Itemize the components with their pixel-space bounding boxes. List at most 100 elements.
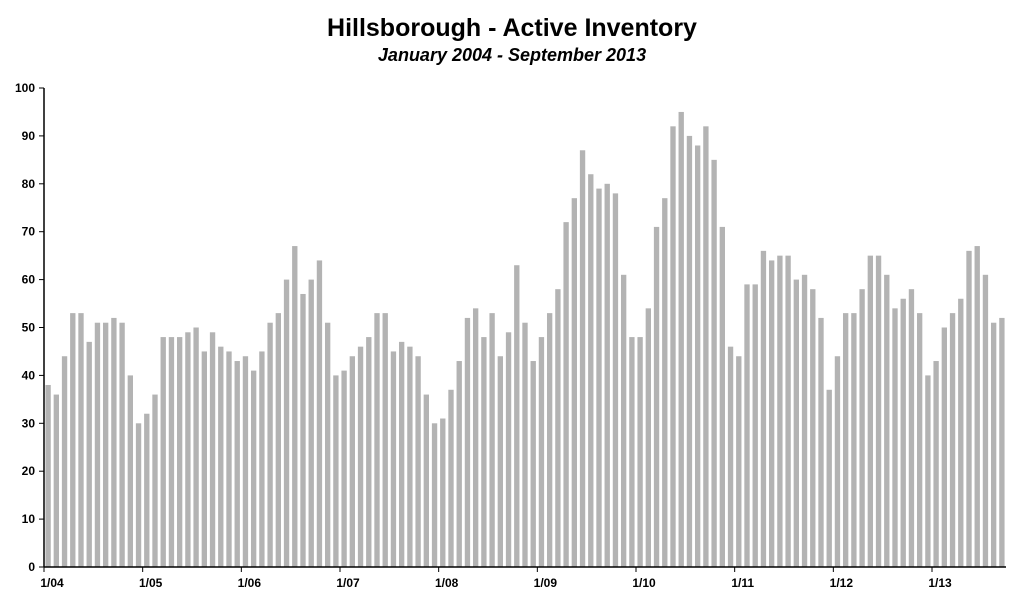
bar: [974, 246, 980, 567]
bar: [398, 341, 405, 567]
bar: [366, 337, 372, 567]
x-tick-label: 1/09: [534, 576, 558, 590]
bar: [497, 356, 503, 567]
bar: [119, 322, 125, 567]
bar: [719, 226, 725, 567]
bar: [867, 255, 873, 567]
bar: [127, 375, 133, 567]
bar: [875, 255, 882, 567]
bar: [489, 313, 495, 567]
bar: [892, 308, 898, 567]
bar: [324, 322, 331, 567]
y-tick-label: 10: [22, 512, 36, 526]
bar: [448, 389, 454, 567]
bar: [316, 260, 323, 567]
y-tick-labels: 0 10 20 30 40 50 60 70 80 90 100: [15, 81, 35, 574]
bar: [637, 337, 643, 567]
x-tick-label: 1/07: [336, 576, 360, 590]
bar: [209, 332, 216, 567]
y-tick-label: 100: [15, 81, 35, 95]
x-tick-label: 1/10: [632, 576, 656, 590]
bar: [102, 322, 109, 567]
bar: [250, 370, 257, 567]
bar: [736, 356, 742, 567]
bar: [94, 322, 101, 567]
x-tick-label: 1/12: [830, 576, 854, 590]
x-tick-label: 1/06: [238, 576, 262, 590]
y-tick-label: 50: [22, 321, 36, 335]
bar: [999, 317, 1005, 567]
bar: [135, 423, 142, 567]
bar: [990, 322, 997, 567]
bar: [505, 332, 512, 567]
bar: [538, 337, 545, 567]
bar: [472, 308, 479, 567]
bar: [982, 274, 989, 567]
bar: [201, 351, 207, 567]
bar: [481, 337, 487, 567]
bar: [168, 337, 175, 567]
bar: [563, 222, 569, 567]
bar: [176, 337, 183, 567]
bar: [662, 198, 668, 568]
bar: [152, 394, 158, 567]
bar: [423, 394, 429, 567]
bar: [752, 284, 758, 567]
x-tick-label: 1/11: [731, 576, 754, 590]
y-tick-label: 20: [22, 464, 36, 478]
y-tick-label: 70: [22, 225, 36, 239]
bar: [966, 250, 972, 568]
bar: [86, 341, 92, 567]
bar: [958, 298, 964, 567]
bar: [234, 361, 240, 567]
y-tick-label: 40: [22, 368, 36, 382]
bar: [431, 423, 438, 567]
chart-title: Hillsborough - Active Inventory: [327, 14, 697, 42]
bar: [612, 193, 619, 567]
bar: [308, 279, 314, 567]
bar: [834, 356, 841, 567]
bar: [218, 346, 224, 567]
bar: [185, 332, 191, 567]
bar: [933, 361, 939, 567]
bar: [530, 361, 536, 567]
y-tick-label: 80: [22, 177, 36, 191]
bar: [349, 356, 355, 567]
bar: [226, 351, 232, 567]
bar: [333, 375, 339, 567]
bar: [826, 389, 832, 567]
bar: [292, 246, 298, 567]
bar: [415, 356, 421, 567]
bar: [514, 265, 520, 567]
bar: [382, 313, 388, 567]
bar: [777, 255, 783, 567]
bar: [341, 370, 347, 567]
bar: [810, 289, 816, 567]
bar: [916, 313, 923, 567]
bar: [144, 413, 150, 567]
x-tick-label: 1/08: [435, 576, 459, 590]
bar: [160, 337, 166, 567]
bar: [727, 346, 734, 567]
bar: [571, 198, 577, 568]
bar: [78, 313, 84, 567]
bar: [275, 313, 281, 567]
y-tick-label: 30: [22, 416, 36, 430]
bar: [711, 159, 717, 567]
bar: [949, 313, 956, 567]
chart-subtitle: January 2004 - September 2013: [377, 45, 647, 65]
bar: [884, 274, 890, 567]
bar: [744, 284, 750, 567]
bar: [678, 111, 684, 567]
bar: [45, 384, 51, 567]
bar: [357, 346, 364, 567]
bar: [760, 250, 767, 568]
bar: [464, 317, 471, 567]
y-tick-label: 90: [22, 129, 36, 143]
bar: [440, 418, 446, 567]
bar: [259, 351, 265, 567]
bar: [818, 317, 824, 567]
bar: [842, 313, 849, 567]
bar: [242, 356, 249, 567]
